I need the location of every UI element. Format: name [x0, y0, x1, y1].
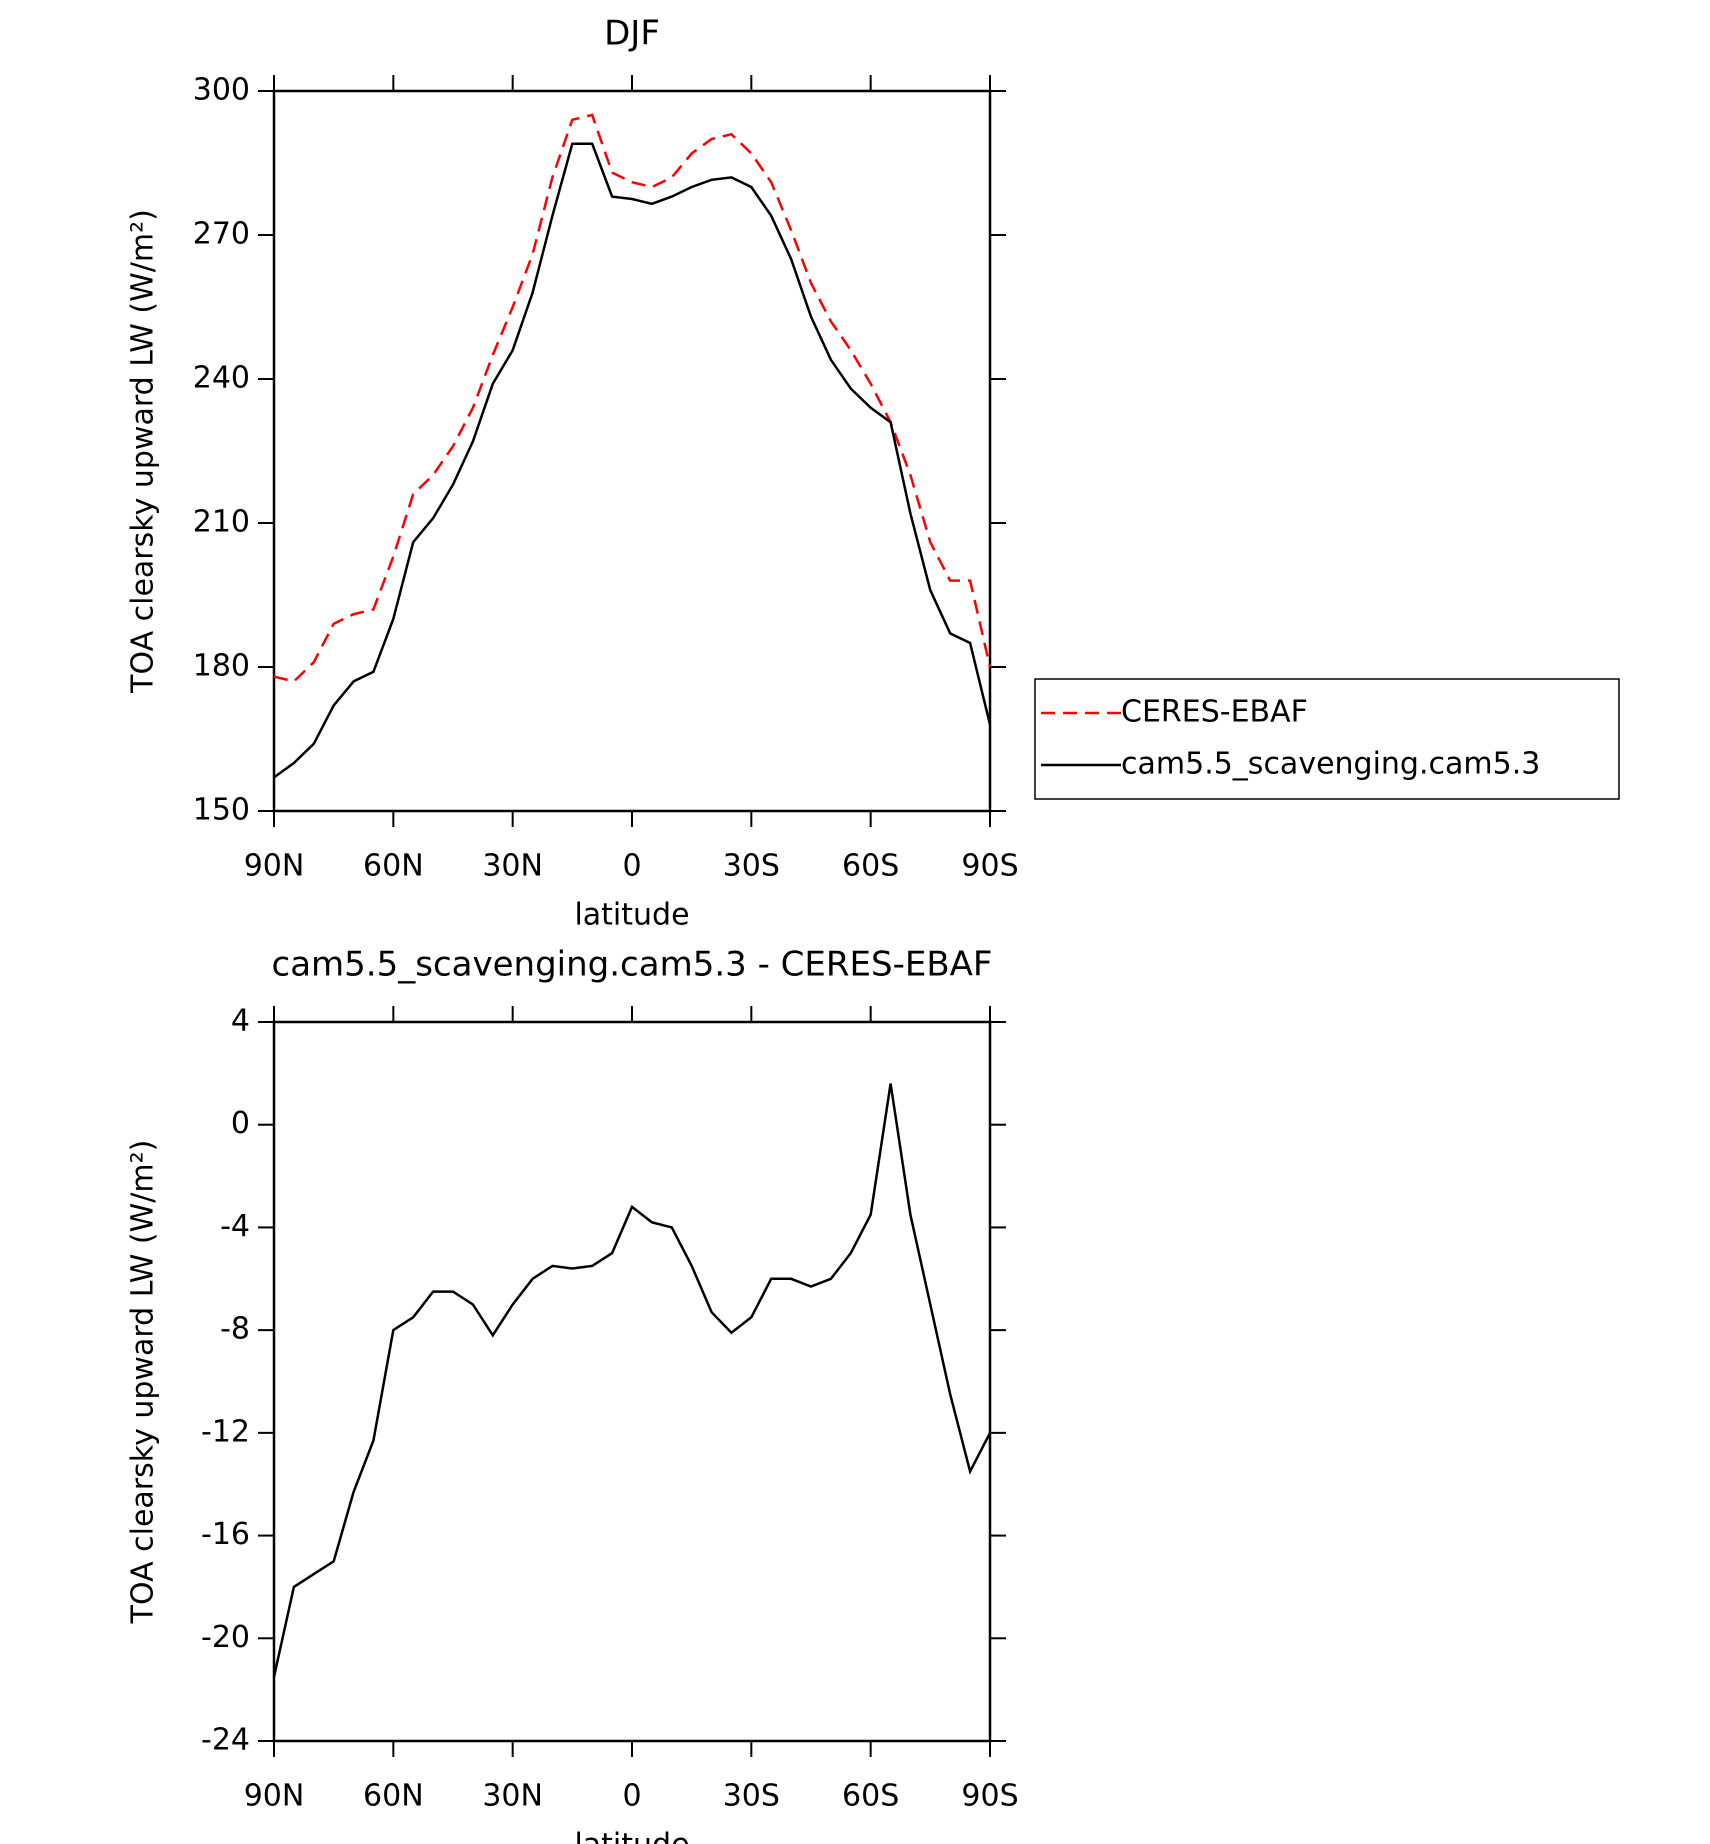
x-tick-label: 60S	[842, 1779, 899, 1814]
y-tick-label: 150	[193, 793, 250, 828]
y-tick-label: 240	[193, 361, 250, 396]
y-axis-label: TOA clearsky upward LW (W/m²)	[126, 209, 161, 694]
y-tick-label: 270	[193, 217, 250, 252]
series-line	[272, 1083, 992, 1678]
x-tick-label: 30S	[723, 1779, 780, 1814]
legend-box	[1034, 678, 1620, 800]
x-tick-label: 90S	[961, 849, 1018, 884]
series-line	[273, 113, 992, 683]
y-tick-label: -20	[201, 1620, 250, 1655]
legend-label: cam5.5_scavenging.cam5.3	[1121, 747, 1540, 782]
x-tick-label: 60N	[363, 1779, 424, 1814]
y-tick-label: 300	[193, 73, 250, 108]
y-tick-label: -8	[220, 1312, 250, 1347]
series-line	[273, 142, 992, 779]
x-axis-label: latitude	[574, 898, 689, 933]
x-tick-label: 90N	[244, 1779, 305, 1814]
x-tick-label: 30N	[482, 1779, 543, 1814]
x-tick-label: 60S	[842, 849, 899, 884]
chart-title: cam5.5_scavenging.cam5.3 - CERES-EBAF	[272, 945, 993, 985]
y-tick-label: -16	[201, 1517, 250, 1552]
y-tick-label: 180	[193, 649, 250, 684]
y-axis-label: TOA clearsky upward LW (W/m²)	[126, 1140, 161, 1625]
x-tick-label: 90S	[961, 1779, 1018, 1814]
y-tick-label: 210	[193, 505, 250, 540]
y-tick-label: -4	[220, 1209, 250, 1244]
y-tick-label: -12	[201, 1414, 250, 1449]
y-tick-label: -24	[201, 1723, 250, 1758]
x-tick-label: 0	[622, 849, 641, 884]
y-tick-label: 4	[231, 1004, 250, 1039]
x-tick-label: 30S	[723, 849, 780, 884]
x-tick-label: 60N	[363, 849, 424, 884]
x-axis-label: latitude	[574, 1828, 689, 1844]
legend-label: CERES-EBAF	[1121, 695, 1308, 730]
x-tick-label: 30N	[482, 849, 543, 884]
y-tick-label: 0	[231, 1106, 250, 1141]
x-tick-label: 0	[622, 1779, 641, 1814]
x-tick-label: 90N	[244, 849, 305, 884]
chart-title: DJF	[604, 14, 660, 54]
